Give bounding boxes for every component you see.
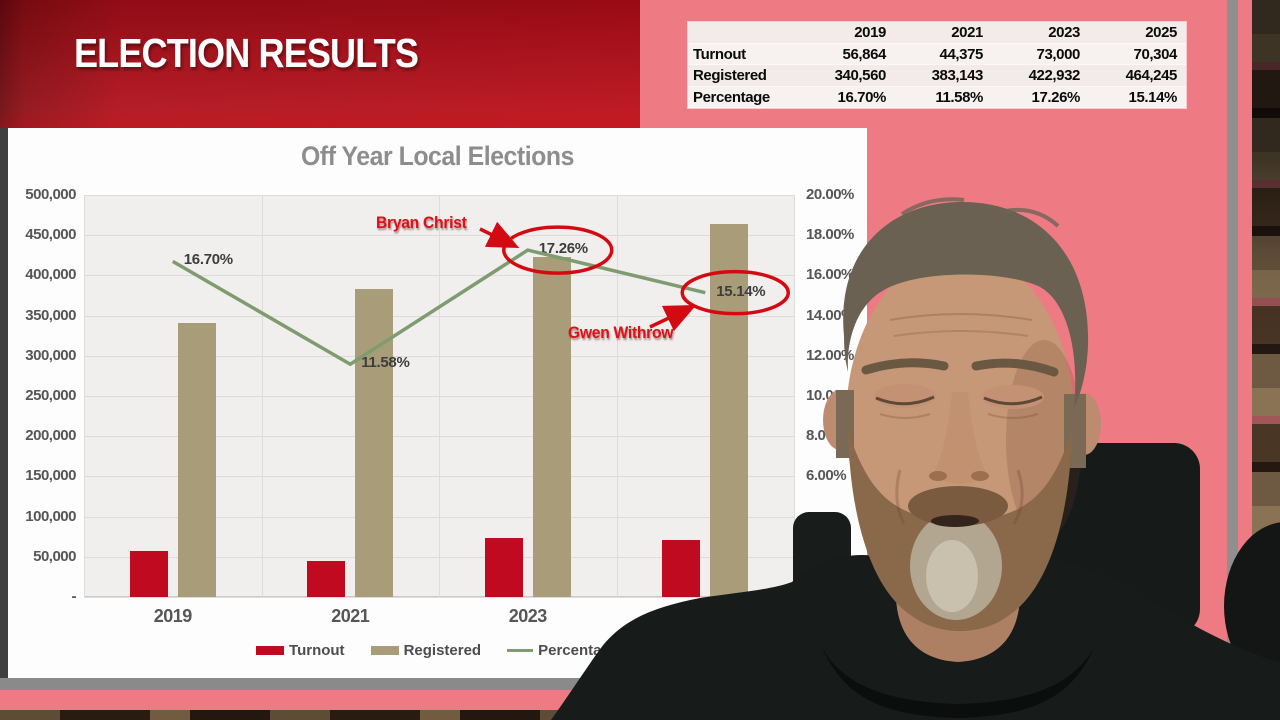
y-axis-tick-right: 8.00% [806, 427, 847, 445]
table-cell: 11.58% [895, 86, 992, 108]
gridline-vertical [794, 195, 795, 597]
line-data-label: 17.26% [538, 240, 588, 258]
legend-label: Turnout [289, 642, 345, 659]
table-row-label: Registered [688, 65, 798, 87]
y-axis-tick-right: 6.00% [806, 467, 847, 485]
table-year-header: 2021 [895, 22, 992, 44]
gray-divider-vertical [1227, 0, 1238, 720]
bar-turnout [307, 561, 346, 597]
x-axis-tick: 2021 [331, 606, 370, 626]
bar-turnout [129, 551, 168, 597]
y-axis-tick-left: 50,000 [33, 547, 76, 565]
table-row-label: Turnout [688, 43, 798, 65]
panel-left-edge [0, 128, 8, 678]
table-cell: 73,000 [992, 43, 1089, 65]
y-axis-tick-left: 150,000 [25, 467, 76, 485]
legend-item-registered: Registered [370, 642, 482, 659]
table-cell: 464,245 [1089, 65, 1186, 87]
legend-swatch-turnout [256, 646, 285, 655]
legend-label: Percentage [538, 642, 619, 659]
x-axis-tick: 2023 [508, 606, 548, 626]
legend-label: Registered [403, 642, 482, 659]
summary-table: 2019 2021 2023 2025 Turnout 56,864 44,375 73,00… [688, 22, 1186, 108]
table-year-header: 2019 [798, 22, 895, 44]
y-axis-tick-left: 350,000 [25, 306, 76, 324]
legend-swatch-registered [370, 646, 399, 655]
table-cell: 340,560 [798, 65, 895, 87]
y-axis-tick-left: 450,000 [25, 226, 76, 244]
gridline-horizontal [84, 597, 794, 598]
legend-item-turnout: Turnout [256, 642, 345, 659]
y-axis-tick-right: 18.00% [806, 226, 854, 244]
bar-registered [177, 323, 216, 597]
banner-gradient [0, 0, 640, 128]
line-data-label: 11.58% [361, 354, 410, 372]
gridline-vertical [616, 195, 618, 597]
y-axis-tick-right: 20.00% [806, 186, 854, 203]
y-axis-tick-left: 500,000 [25, 186, 76, 203]
bar-turnout [662, 540, 701, 597]
banner-title: ELECTION RESULTS [74, 30, 419, 76]
table-cell: 56,864 [798, 43, 895, 65]
y-axis-tick-left: 300,000 [25, 346, 76, 364]
chart-title: Off Year Local Elections [301, 141, 574, 171]
bar-registered [710, 223, 749, 597]
table-year-header: 2023 [992, 22, 1089, 44]
bar-registered [532, 256, 571, 597]
line-data-label: 16.70% [183, 251, 233, 269]
table-cell: 44,375 [895, 43, 992, 65]
y-axis-tick-right: 10.00% [806, 387, 854, 404]
line-data-label: 15.14% [716, 282, 766, 300]
gridline-vertical [439, 195, 440, 597]
table-cell: 422,932 [992, 65, 1089, 87]
bar-turnout [484, 538, 523, 597]
y-axis-tick-right: 14.00% [806, 306, 854, 324]
title-banner: ELECTION RESULTS [0, 0, 640, 128]
table-cell: 16.70% [798, 86, 895, 108]
y-axis-tick-right: 16.00% [806, 266, 854, 284]
legend-swatch-percentage [507, 649, 534, 652]
table-corner [688, 22, 798, 44]
table-cell: 70,304 [1089, 43, 1186, 65]
legend-item-percentage: Percentage [507, 642, 619, 659]
chart-legend: Turnout Registered Percentage [8, 642, 867, 659]
y-axis-tick-left: 400,000 [25, 266, 76, 284]
gridline-vertical [261, 195, 263, 597]
y-axis-tick-left: 100,000 [25, 507, 76, 525]
chart-panel: Off Year Local Elections 500,000 450,000 4… [8, 128, 867, 678]
x-axis-tick: 2019 [153, 606, 193, 626]
table-cell: 17.26% [992, 86, 1089, 108]
y-axis-tick-left: 200,000 [25, 427, 76, 445]
gridline-vertical [84, 195, 85, 597]
table-year-header: 2025 [1089, 22, 1186, 44]
bar-registered [355, 288, 394, 597]
y-axis-tick-left: 250,000 [25, 387, 76, 404]
table-cell: 15.14% [1089, 86, 1186, 108]
y-axis-tick-left: - [71, 588, 77, 605]
table-cell: 383,143 [895, 65, 992, 87]
table-row-label: Percentage [688, 86, 798, 108]
y-axis-tick-right: 12.00% [806, 346, 854, 364]
